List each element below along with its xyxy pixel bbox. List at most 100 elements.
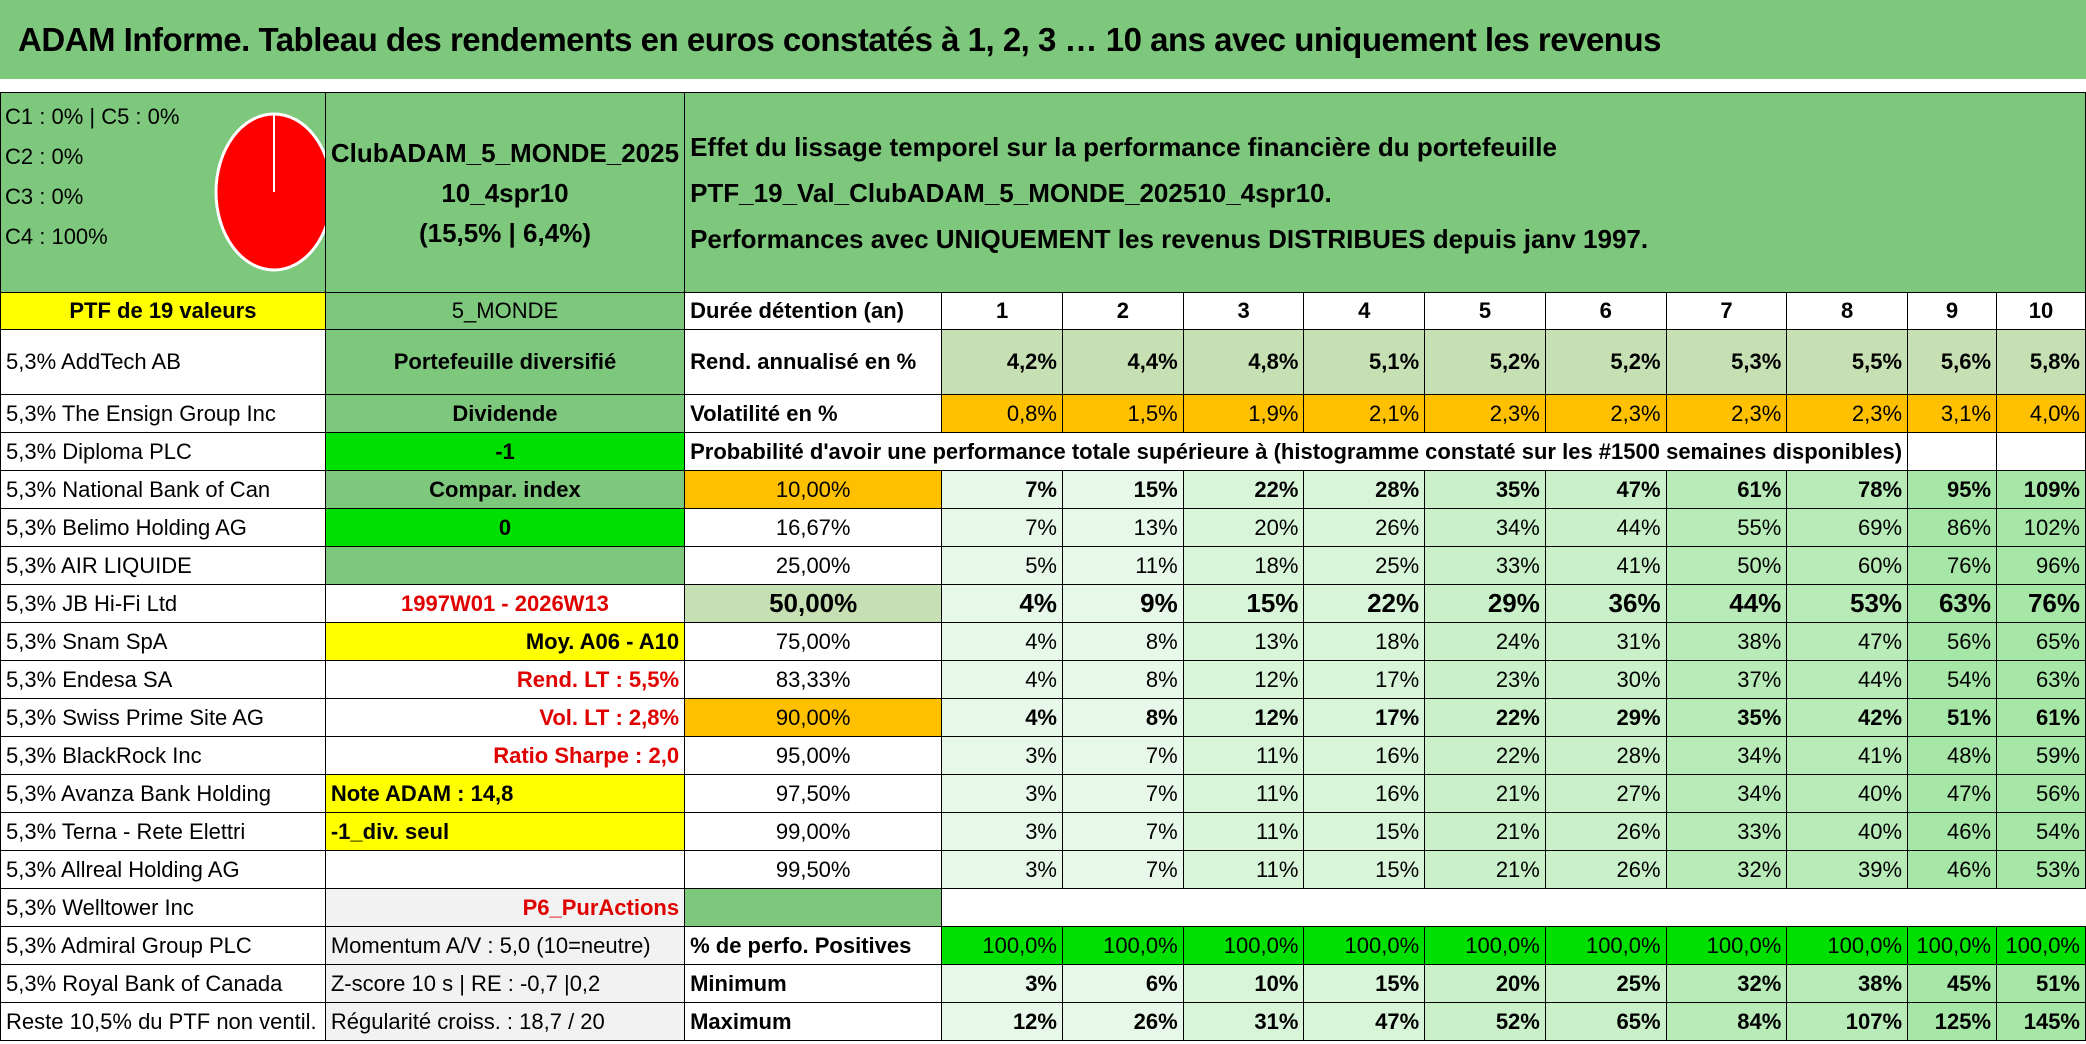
- vol-value: 1,9%: [1182, 394, 1305, 433]
- proba-value: 8%: [1061, 622, 1184, 661]
- rend-value: 5,3%: [1665, 329, 1788, 395]
- vol-label: Volatilité en %: [684, 394, 943, 433]
- vol-value: 3,1%: [1907, 394, 1998, 433]
- pos-value: 100,0%: [1996, 926, 2086, 965]
- max-value: 52%: [1424, 1002, 1546, 1041]
- proba-value: 54%: [1907, 660, 1998, 699]
- proba-row: 5,3% Swiss Prime Site AG Vol. LT : 2,8% 90…: [0, 698, 2086, 737]
- min-row: 5,3% Royal Bank of Canada Z-score 10 s | …: [0, 964, 2086, 1003]
- proba-value: 55%: [1665, 508, 1788, 547]
- proba-threshold: 99,50%: [684, 850, 943, 889]
- proba-value: 61%: [1665, 470, 1788, 509]
- proba-value: 7%: [1061, 850, 1184, 889]
- proba-value: 34%: [1665, 774, 1788, 813]
- description-line: Effet du lissage temporel sur la perform…: [690, 131, 1557, 208]
- proba-row: 5,3% AIR LIQUIDE 25,00% 5% 11% 18% 25% 33% 41% 5…: [0, 546, 2086, 585]
- min-value: 25%: [1544, 964, 1667, 1003]
- holding-name: 5,3% Avanza Bank Holding: [0, 774, 326, 813]
- performance-table: C1 : 0% | C5 : 0% C2 : 0% C3 : 0% C4 : 100%…: [0, 92, 2086, 1041]
- proba-value: 33%: [1665, 812, 1788, 851]
- report-title: ADAM Informe. Tableau des rendements en …: [0, 0, 2086, 79]
- min-value: 45%: [1907, 964, 1998, 1003]
- rend-value: 5,6%: [1907, 329, 1998, 395]
- proba-row: 5,3% Allreal Holding AG 99,50% 3% 7% 11% 15% 2…: [0, 850, 2086, 889]
- info-cell: Portefeuille diversifié: [324, 329, 686, 395]
- rend-label: Rend. annualisé en %: [684, 329, 943, 395]
- holding-name: 5,3% Allreal Holding AG: [0, 850, 326, 889]
- proba-value: 96%: [1996, 546, 2086, 585]
- vol-value: 0,8%: [941, 394, 1063, 433]
- proba-value: 8%: [1061, 698, 1184, 737]
- proba-value: 25%: [1303, 546, 1426, 585]
- proba-threshold: 10,00%: [684, 470, 943, 509]
- proba-value: 63%: [1996, 660, 2086, 699]
- proba-value: 18%: [1182, 546, 1305, 585]
- info-cell: Compar. index: [324, 470, 686, 509]
- proba-value: 95%: [1907, 470, 1998, 509]
- proba-value: 22%: [1424, 736, 1546, 775]
- proba-value: 27%: [1544, 774, 1667, 813]
- proba-value: 11%: [1182, 774, 1305, 813]
- proba-value: 15%: [1061, 470, 1184, 509]
- min-value: 38%: [1786, 964, 1909, 1003]
- holding-name: 5,3% JB Hi-Fi Ltd: [0, 584, 326, 623]
- proba-value: 18%: [1303, 622, 1426, 661]
- holding-name: 5,3% Endesa SA: [0, 660, 326, 699]
- proba-value: 109%: [1996, 470, 2086, 509]
- rend-value: 4,8%: [1182, 329, 1305, 395]
- rend-value: 4,2%: [941, 329, 1063, 395]
- empty-green-cell: [684, 888, 943, 927]
- proba-value: 12%: [1182, 698, 1305, 737]
- proba-value: 39%: [1786, 850, 1909, 889]
- proba-value: 29%: [1424, 584, 1546, 623]
- proba-value: 86%: [1907, 508, 1998, 547]
- min-value: 20%: [1424, 964, 1546, 1003]
- max-label: Maximum: [684, 1002, 943, 1041]
- year-header: 1: [941, 292, 1063, 330]
- proba-value: 22%: [1182, 470, 1305, 509]
- year-header: 3: [1182, 292, 1305, 330]
- proba-value: 4%: [941, 622, 1063, 661]
- proba-value: 35%: [1665, 698, 1788, 737]
- proba-value: 4%: [941, 660, 1063, 699]
- proba-value: 44%: [1786, 660, 1909, 699]
- spacer-row: 5,3% Welltower Inc P6_PurActions: [0, 888, 2086, 927]
- proba-value: 44%: [1665, 584, 1788, 623]
- proba-value: 44%: [1544, 508, 1667, 547]
- pos-value: 100,0%: [1907, 926, 1998, 965]
- min-value: 6%: [1061, 964, 1184, 1003]
- proba-value: 11%: [1182, 812, 1305, 851]
- proba-value: 102%: [1996, 508, 2086, 547]
- proba-value: 32%: [1665, 850, 1788, 889]
- info-cell: Momentum A/V : 5,0 (10=neutre): [324, 926, 686, 965]
- year-header: 5: [1424, 292, 1546, 330]
- empty-cell: [942, 889, 2086, 927]
- info-cell: [324, 546, 686, 585]
- proba-value: 50%: [1665, 546, 1788, 585]
- proba-value: 8%: [1061, 660, 1184, 699]
- header-row: C1 : 0% | C5 : 0% C2 : 0% C3 : 0% C4 : 100%…: [0, 92, 2086, 293]
- years-row: PTF de 19 valeurs 5_MONDE Durée détention …: [0, 292, 2086, 330]
- proba-value: 13%: [1061, 508, 1184, 547]
- info-cell: -1_div. seul: [324, 812, 686, 851]
- proba-threshold: 16,67%: [684, 508, 943, 547]
- proba-threshold: 97,50%: [684, 774, 943, 813]
- pos-value: 100,0%: [1665, 926, 1788, 965]
- info-cell: Régularité croiss. : 18,7 / 20: [324, 1002, 686, 1041]
- rend-value: 5,2%: [1424, 329, 1546, 395]
- vol-value: 2,3%: [1786, 394, 1909, 433]
- pos-value: 100,0%: [941, 926, 1063, 965]
- proba-value: 46%: [1907, 812, 1998, 851]
- proba-value: 76%: [1907, 546, 1998, 585]
- portfolio-name-line: 10_4spr10: [441, 177, 569, 208]
- info-cell: P6_PurActions: [324, 888, 686, 927]
- proba-row: 5,3% National Bank of Can Compar. index 10…: [0, 470, 2086, 509]
- proba-value: 35%: [1424, 470, 1546, 509]
- holding-name: 5,3% National Bank of Can: [0, 470, 326, 509]
- rend-value: 4,4%: [1061, 329, 1184, 395]
- proba-value: 63%: [1907, 584, 1998, 623]
- proba-value: 16%: [1303, 774, 1426, 813]
- year-header: 8: [1786, 292, 1909, 330]
- info-cell: -1: [324, 432, 686, 471]
- proba-value: 13%: [1182, 622, 1305, 661]
